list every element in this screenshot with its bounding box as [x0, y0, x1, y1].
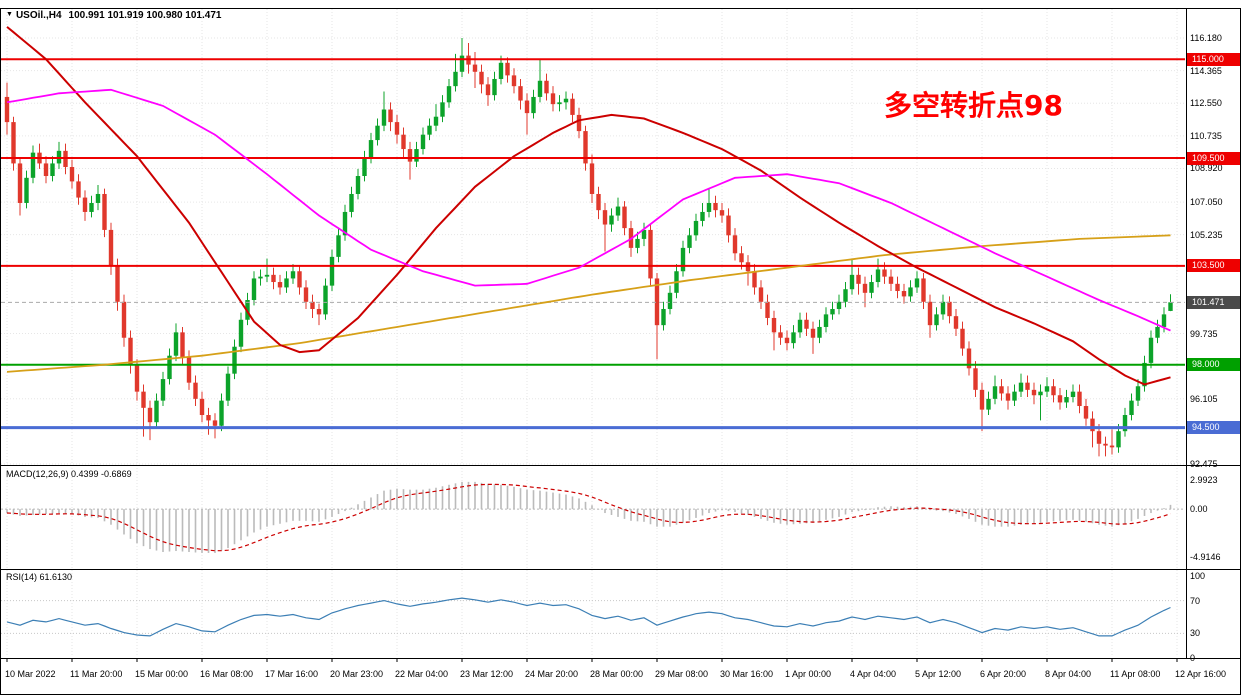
price-level-badge: 109.500: [1187, 151, 1240, 165]
time-axis-label: 6 Apr 20:00: [980, 669, 1027, 679]
time-axis-label: 30 Mar 16:00: [720, 669, 774, 679]
time-axis-label: 11 Mar 20:00: [70, 669, 123, 679]
time-axis-label: 16 Mar 08:00: [200, 669, 254, 679]
price-level-badge: 103.500: [1187, 259, 1240, 273]
time-axis-label: 20 Mar 23:00: [330, 669, 384, 679]
time-axis-label: 10 Mar 2022: [5, 669, 56, 679]
time-axis-label: 28 Mar 00:00: [590, 669, 644, 679]
price-tick-label: 114.365: [1190, 65, 1222, 76]
rsi-indicator-label: RSI(14) 61.6130: [6, 572, 73, 582]
time-axis-label: 1 Apr 00:00: [785, 669, 832, 679]
price-level-badge: 115.000: [1187, 52, 1240, 66]
time-axis-label: 17 Mar 16:00: [265, 669, 319, 679]
time-axis-label: 15 Mar 00:00: [135, 669, 189, 679]
time-axis-label: 8 Apr 04:00: [1045, 669, 1092, 679]
rsi-tick-label: 30: [1190, 628, 1201, 639]
price-level-badge: 94.500: [1187, 421, 1240, 435]
time-axis-label: 5 Apr 12:00: [915, 669, 962, 679]
price-tick-label: 107.050: [1190, 197, 1223, 208]
price-level-badge: 98.000: [1187, 358, 1240, 372]
price-tick-label: 105.235: [1190, 229, 1223, 240]
macd-tick-label: 0.00: [1190, 504, 1208, 515]
symbol-dropdown-icon[interactable]: ▼: [6, 11, 13, 18]
rsi-tick-label: 70: [1190, 595, 1201, 606]
time-axis-label: 12 Apr 16:00: [1175, 669, 1227, 679]
time-axis-label: 4 Apr 04:00: [850, 669, 897, 679]
time-axis-label: 22 Mar 04:00: [395, 669, 449, 679]
price-tick-label: 110.735: [1190, 130, 1222, 141]
chart-title: ▼ USOil.,H4 100.991 101.919 100.980 101.47…: [6, 10, 221, 21]
time-axis-label: 29 Mar 08:00: [655, 669, 709, 679]
symbol-timeframe-label: USOil.,H4: [15, 10, 62, 21]
macd-tick-label: 2.9923: [1190, 475, 1218, 485]
current-price-badge: 101.471: [1187, 295, 1240, 309]
time-axis-label: 23 Mar 12:00: [460, 669, 514, 679]
macd-tick-label: -4.9146: [1190, 552, 1221, 562]
annotation-text: 多空转折点98: [884, 89, 1063, 122]
time-axis-label: 24 Mar 20:00: [525, 669, 579, 679]
ohlc-values: 100.991 101.919 100.980 101.471: [68, 10, 222, 21]
time-axis-label: 11 Apr 08:00: [1110, 669, 1161, 679]
price-tick-label: 92.475: [1190, 458, 1218, 469]
price-tick-label: 96.105: [1190, 393, 1218, 404]
macd-indicator-label: MACD(12,26,9) 0.4399 -0.6869: [6, 469, 132, 479]
rsi-tick-label: 0: [1190, 653, 1196, 663]
price-tick-label: 99.735: [1190, 328, 1218, 339]
price-tick-label: 112.550: [1190, 98, 1222, 109]
price-tick-label: 116.180: [1190, 33, 1222, 43]
rsi-tick-label: 100: [1190, 571, 1206, 581]
price-tick-label: 108.920: [1190, 163, 1223, 174]
